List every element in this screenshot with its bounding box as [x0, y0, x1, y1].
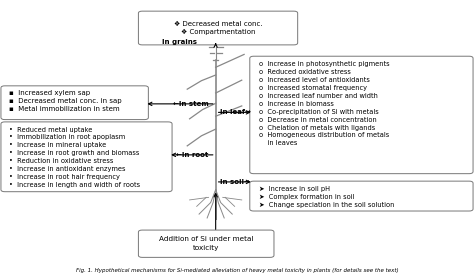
Text: ←In root: ←In root — [176, 152, 209, 158]
FancyBboxPatch shape — [138, 11, 298, 45]
Text: In soil→: In soil→ — [220, 179, 250, 185]
FancyBboxPatch shape — [250, 56, 473, 174]
Text: o  Increase in photosynthetic pigments
o  Reduced oxidative stress
o  Increased : o Increase in photosynthetic pigments o … — [259, 61, 390, 146]
Text: Addition of Si under metal
toxicity: Addition of Si under metal toxicity — [159, 236, 254, 251]
FancyBboxPatch shape — [138, 230, 274, 257]
Text: ←In stem: ←In stem — [173, 101, 209, 107]
Text: In leaf→: In leaf→ — [220, 109, 251, 115]
Text: In grains: In grains — [162, 39, 197, 45]
Text: ▪  Increased xylem sap
▪  Decreased metal conc. in sap
▪  Metal immobilization i: ▪ Increased xylem sap ▪ Decreased metal … — [9, 90, 122, 112]
Text: ➤  Increase in soil pH
➤  Complex formation in soil
➤  Change speciation in the : ➤ Increase in soil pH ➤ Complex formatio… — [259, 186, 395, 208]
FancyBboxPatch shape — [1, 86, 148, 119]
FancyBboxPatch shape — [1, 122, 172, 192]
Text: Fig. 1. Hypothetical mechanisms for Si-mediated alleviation of heavy metal toxic: Fig. 1. Hypothetical mechanisms for Si-m… — [76, 268, 398, 273]
Text: •  Reduced metal uptake
•  Immobilization in root apoplasm
•  Increase in minera: • Reduced metal uptake • Immobilization … — [9, 127, 141, 188]
FancyBboxPatch shape — [250, 181, 473, 211]
Text: ❖ Decreased metal conc.
❖ Compartmentation: ❖ Decreased metal conc. ❖ Compartmentati… — [174, 21, 262, 35]
